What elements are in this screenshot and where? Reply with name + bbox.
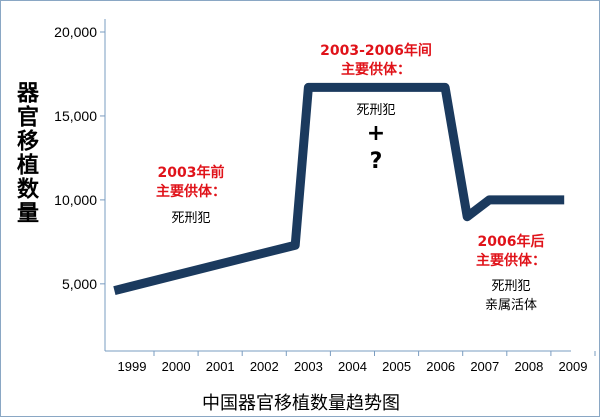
x-tick-label: 2003: [294, 359, 323, 374]
x-tick-label: 2000: [162, 359, 191, 374]
annotation-2003-2006-body: 死刑犯: [356, 103, 396, 118]
annotation-2003-2006-body-group: 死刑犯 + ?: [321, 101, 431, 176]
x-tick-label: 2008: [514, 359, 543, 374]
annotation-pre-2003: 2003年前 主要供体： 死刑犯: [131, 164, 251, 228]
x-tick-label: 2004: [338, 359, 367, 374]
y-axis-label: 器官移植数量: [13, 81, 38, 225]
x-tick-label: 2006: [426, 359, 455, 374]
annotation-2003-2006-sub: 主要供体：: [341, 62, 411, 78]
y-tick-label: 15,000: [54, 108, 97, 124]
annotation-pre-2003-body: 死刑犯: [171, 211, 211, 226]
series-line: [113, 82, 565, 295]
annotation-pre-2003-title: 2003年前: [157, 165, 225, 181]
y-tick-label: 5,000: [62, 276, 97, 292]
x-tick-label: 2001: [206, 359, 235, 374]
annotation-question: ?: [369, 149, 383, 174]
annotation-pre-2003-sub: 主要供体：: [156, 184, 226, 200]
x-tick-label: 2002: [250, 359, 279, 374]
y-tick-label: 20,000: [54, 24, 97, 40]
annotation-2003-2006-title: 2003-2006年间: [320, 43, 432, 59]
annotation-plus: +: [366, 121, 386, 146]
annotation-post-2006-sub: 主要供体：: [476, 253, 546, 269]
x-tick-label: 2009: [559, 359, 588, 374]
annotation-post-2006-body1: 死刑犯: [491, 279, 531, 294]
y-tick-label: 10,000: [54, 192, 97, 208]
x-tick-label: 1999: [118, 359, 147, 374]
x-tick-label: 2005: [382, 359, 411, 374]
annotation-post-2006-body2: 亲属活体: [484, 298, 537, 313]
chart-title: 中国器官移植数量趋势图: [202, 393, 400, 414]
annotation-post-2006-title: 2006年后: [477, 234, 545, 250]
annotation-2003-2006: 2003-2006年间 主要供体：: [301, 42, 451, 80]
x-tick-label: 2007: [470, 359, 499, 374]
annotation-post-2006: 2006年后 主要供体： 死刑犯 亲属活体: [456, 233, 566, 315]
